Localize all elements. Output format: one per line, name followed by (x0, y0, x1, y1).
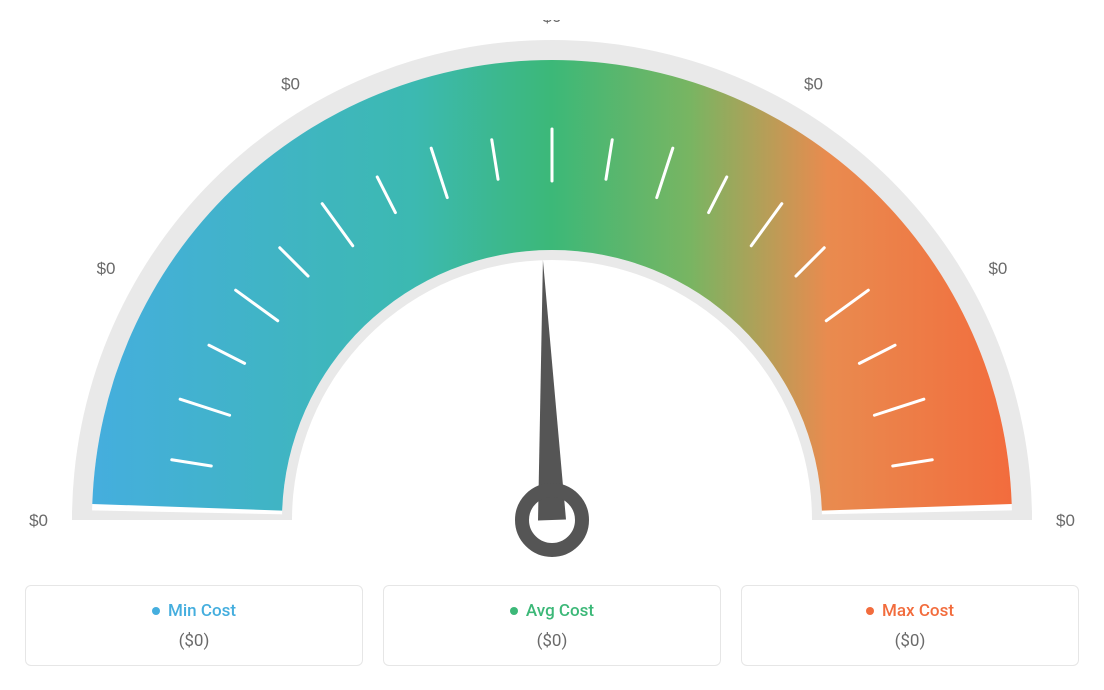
legend-title-max: Max Cost (866, 601, 954, 621)
legend-value: ($0) (394, 631, 710, 651)
legend-value: ($0) (36, 631, 352, 651)
legend-title-min: Min Cost (152, 601, 236, 621)
svg-text:$0: $0 (543, 20, 562, 26)
legend-box-min: Min Cost ($0) (25, 585, 363, 666)
legend-label: Min Cost (168, 601, 236, 621)
dot-icon (152, 607, 160, 615)
cost-gauge-widget: $0 $0 $0 $0 $0 $0 $0 Min Cost ($0) Avg Cost ($… (0, 0, 1104, 690)
legend-row: Min Cost ($0) Avg Cost ($0) Max Cost ($0… (25, 585, 1079, 666)
legend-title-avg: Avg Cost (510, 601, 594, 621)
svg-text:$0: $0 (988, 259, 1007, 278)
legend-label: Max Cost (882, 601, 954, 621)
dot-icon (510, 607, 518, 615)
legend-box-max: Max Cost ($0) (741, 585, 1079, 666)
svg-text:$0: $0 (804, 75, 823, 94)
gauge-chart: $0 $0 $0 $0 $0 $0 $0 (25, 20, 1079, 570)
gauge-svg: $0 $0 $0 $0 $0 $0 $0 (25, 20, 1079, 570)
svg-text:$0: $0 (281, 75, 300, 94)
legend-value: ($0) (752, 631, 1068, 651)
legend-label: Avg Cost (526, 601, 594, 621)
svg-text:$0: $0 (29, 511, 48, 530)
svg-text:$0: $0 (97, 259, 116, 278)
legend-box-avg: Avg Cost ($0) (383, 585, 721, 666)
dot-icon (866, 607, 874, 615)
svg-text:$0: $0 (1056, 511, 1075, 530)
